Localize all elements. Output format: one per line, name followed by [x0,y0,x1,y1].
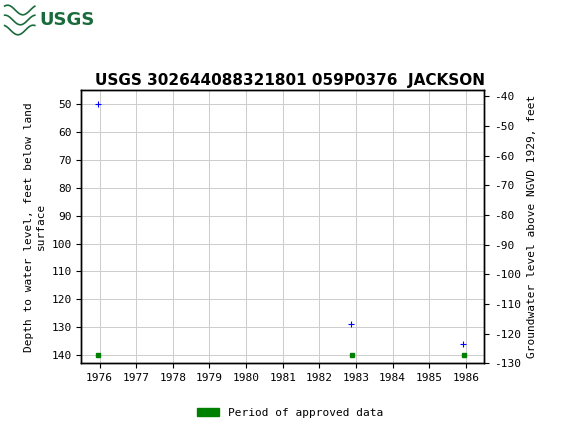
Legend: Period of approved data: Period of approved data [193,403,387,422]
FancyBboxPatch shape [2,3,86,37]
Y-axis label: Depth to water level, feet below land
surface: Depth to water level, feet below land su… [24,102,46,352]
Text: USGS 302644088321801 059P0376  JACKSON: USGS 302644088321801 059P0376 JACKSON [95,74,485,88]
Text: USGS: USGS [39,11,95,29]
Y-axis label: Groundwater level above NGVD 1929, feet: Groundwater level above NGVD 1929, feet [527,95,536,359]
